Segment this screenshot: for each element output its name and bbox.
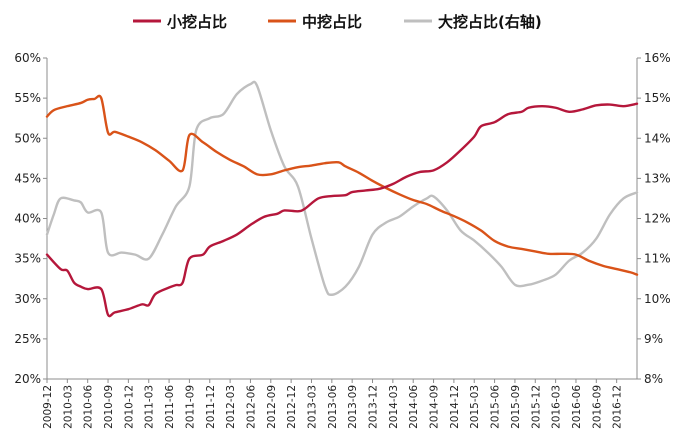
series-line-1 — [45, 94, 639, 276]
right-tick-label: 16% — [644, 51, 671, 65]
x-tick-label: 2014-03 — [388, 385, 400, 429]
series-line-0 — [45, 102, 639, 318]
x-tick-label: 2013-06 — [327, 385, 339, 429]
x-tick-label: 2016-12 — [612, 385, 624, 429]
right-tick-label: 10% — [644, 292, 671, 306]
x-tick-label: 2012-09 — [266, 385, 278, 429]
legend-label-0: 小挖占比 — [167, 13, 227, 31]
x-tick-label: 2010-09 — [103, 385, 115, 429]
x-tick-label: 2011-03 — [144, 385, 156, 429]
x-tick-label: 2012-06 — [245, 385, 257, 429]
left-tick-label: 35% — [14, 252, 41, 266]
x-tick-label: 2015-12 — [530, 385, 542, 429]
x-tick-label: 2016-09 — [591, 385, 603, 429]
left-tick-label: 45% — [14, 171, 41, 185]
left-tick-label: 60% — [14, 51, 41, 65]
right-tick-label: 11% — [644, 252, 671, 266]
left-tick-label: 25% — [14, 332, 41, 346]
x-tick-label: 2013-12 — [368, 385, 380, 429]
right-tick-label: 12% — [644, 212, 671, 226]
legend-label-2: 大挖占比(右轴) — [438, 13, 542, 31]
series-layer — [45, 80, 639, 318]
left-tick-label: 40% — [14, 212, 41, 226]
x-tick-label: 2014-12 — [449, 385, 461, 429]
left-tick-label: 55% — [14, 91, 41, 105]
x-tick-label: 2015-06 — [490, 385, 502, 429]
left-tick-label: 20% — [14, 372, 41, 386]
right-tick-label: 13% — [644, 171, 671, 185]
right-tick-label: 14% — [644, 131, 671, 145]
axes: 20% 25% 30% 35% 40% 45% 50% 55% 60% 8% 9% 10% 11% 12%… — [14, 51, 670, 429]
x-tick-label: 2009-12 — [42, 385, 54, 429]
right-tick-label: 8% — [644, 372, 663, 386]
x-tick-label: 2010-03 — [62, 385, 74, 429]
x-tick-label: 2014-09 — [429, 385, 441, 429]
x-tick-label: 2011-12 — [205, 385, 217, 429]
x-tick-label: 2014-06 — [408, 385, 420, 429]
x-tick-label: 2016-06 — [571, 385, 583, 429]
x-tick-label: 2015-09 — [510, 385, 522, 429]
right-tick-label: 9% — [644, 332, 663, 346]
x-tick-label: 2011-06 — [164, 385, 176, 429]
left-tick-label: 50% — [14, 131, 41, 145]
x-tick-label: 2016-03 — [551, 385, 563, 429]
x-tick-label: 2010-06 — [83, 385, 95, 429]
x-tick-label: 2011-09 — [184, 385, 196, 429]
x-tick-label: 2013-03 — [306, 385, 318, 429]
series-line-2 — [45, 80, 639, 296]
x-tick-label: 2010-12 — [123, 385, 135, 429]
x-tick-label: 2013-09 — [347, 385, 359, 429]
left-tick-label: 30% — [14, 292, 41, 306]
legend: 小挖占比 中挖占比 大挖占比(右轴) — [133, 13, 542, 31]
x-tick-label: 2012-03 — [225, 385, 237, 429]
legend-label-1: 中挖占比 — [302, 13, 362, 31]
x-tick-label: 2012-12 — [286, 385, 298, 429]
x-tick-label: 2015-03 — [469, 385, 481, 429]
right-tick-label: 15% — [644, 91, 671, 105]
